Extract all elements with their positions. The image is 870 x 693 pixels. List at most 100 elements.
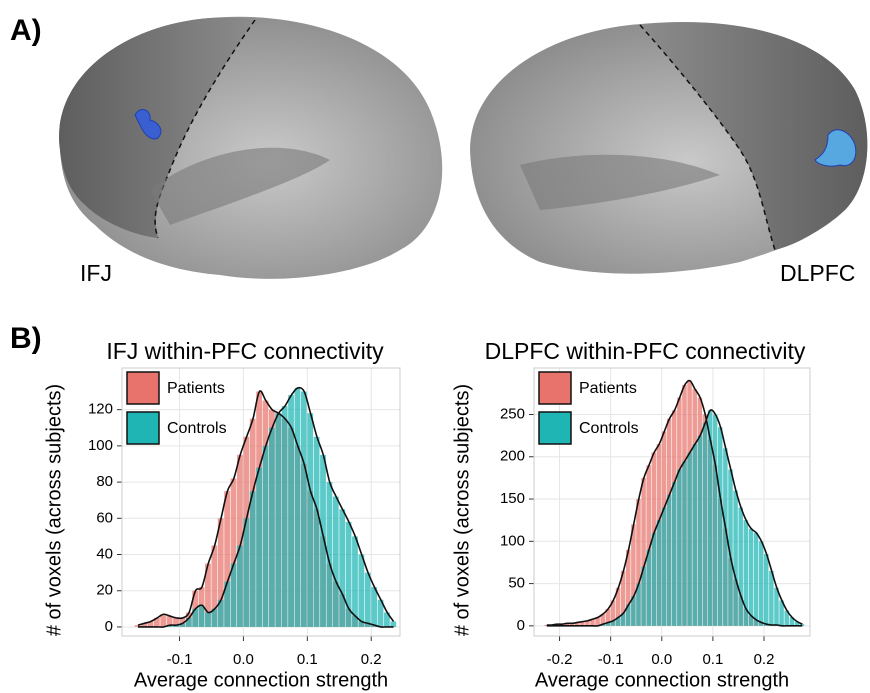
panel-label: A) [10, 14, 42, 47]
bar [646, 549, 651, 626]
y-tick-label: 120 [88, 401, 113, 418]
x-tick-label: 0.2 [754, 651, 775, 668]
bar [631, 596, 636, 626]
density-line [546, 409, 803, 627]
bar [595, 617, 600, 626]
bar [733, 490, 738, 626]
bar [666, 494, 672, 626]
brain-right [470, 22, 868, 274]
bar [211, 608, 218, 627]
x-tick-label: 0.1 [702, 651, 723, 668]
bar [799, 624, 805, 626]
bar [620, 570, 626, 626]
region-label: DLPFC [780, 260, 855, 286]
y-tick-label: 100 [500, 532, 525, 549]
bar [377, 599, 384, 627]
bar [764, 553, 769, 626]
bar [300, 391, 307, 627]
bar [192, 608, 199, 627]
bar [789, 617, 795, 626]
bar [631, 524, 636, 626]
region-label: IFJ [80, 260, 112, 286]
bar [626, 604, 631, 626]
y-tick-label: 250 [500, 405, 525, 422]
bar [610, 600, 616, 626]
bar [268, 427, 275, 627]
bar [173, 625, 179, 627]
y-tick-label: 40 [96, 545, 113, 562]
y-tick-label: 100 [88, 437, 113, 454]
bar [605, 622, 611, 626]
bar [307, 413, 314, 627]
bar [345, 521, 352, 627]
legend-swatch [126, 371, 160, 405]
bar [753, 532, 759, 626]
bar [620, 613, 626, 626]
bar [794, 621, 800, 626]
y-tick-label: 60 [96, 509, 113, 526]
bar [224, 491, 231, 627]
panel-label: B) [10, 322, 42, 355]
y-axis-label: # of voxels (across subjects) [43, 384, 65, 636]
bar [217, 518, 224, 627]
bar [779, 600, 784, 626]
bar [294, 387, 301, 627]
bar [559, 624, 565, 626]
x-tick-label: 0.1 [297, 651, 318, 668]
bar [707, 410, 713, 626]
bar [677, 469, 682, 626]
bar [600, 614, 605, 626]
bar [626, 549, 631, 626]
bar [672, 482, 677, 626]
bar [256, 467, 262, 627]
bar [134, 625, 141, 627]
bar [281, 406, 288, 627]
bar [288, 395, 294, 627]
x-axis-label: Average connection strength [535, 669, 789, 691]
plot-frame [121, 367, 401, 637]
legend-label: Controls [167, 420, 227, 437]
bar [682, 460, 687, 626]
bar [205, 612, 211, 627]
legend-swatch [538, 411, 572, 445]
bar [636, 499, 641, 626]
brain-left [59, 16, 443, 279]
y-tick-label: 80 [96, 473, 113, 490]
y-tick-label: 20 [96, 582, 113, 599]
bar [784, 610, 789, 626]
bar [160, 614, 167, 627]
density-line [137, 390, 394, 628]
bar [590, 619, 595, 626]
legend-label: Patients [167, 380, 225, 397]
bar [615, 587, 621, 626]
y-tick-label: 0 [105, 618, 113, 635]
bar [738, 507, 743, 626]
bar [636, 583, 641, 626]
bar [748, 528, 754, 626]
bar [153, 617, 160, 627]
bar [743, 520, 749, 626]
bar [641, 566, 646, 626]
bar [615, 617, 621, 626]
bar [313, 436, 320, 627]
bar [185, 617, 192, 627]
y-tick-label: 200 [500, 448, 525, 465]
chart-title: DLPFC within-PFC connectivity [485, 338, 806, 364]
bar [179, 617, 186, 627]
bar [166, 625, 173, 627]
bar [230, 478, 237, 627]
bar [275, 413, 282, 627]
density-line [137, 386, 395, 628]
bar [364, 572, 371, 627]
y-tick-label: 150 [500, 490, 525, 507]
bar [758, 541, 764, 626]
bar [262, 445, 269, 627]
bar [605, 608, 611, 626]
bar [205, 563, 211, 627]
density-line [546, 379, 803, 627]
legend-swatch [126, 411, 160, 445]
bar [554, 624, 559, 626]
bar [147, 621, 154, 627]
bar [646, 465, 651, 626]
